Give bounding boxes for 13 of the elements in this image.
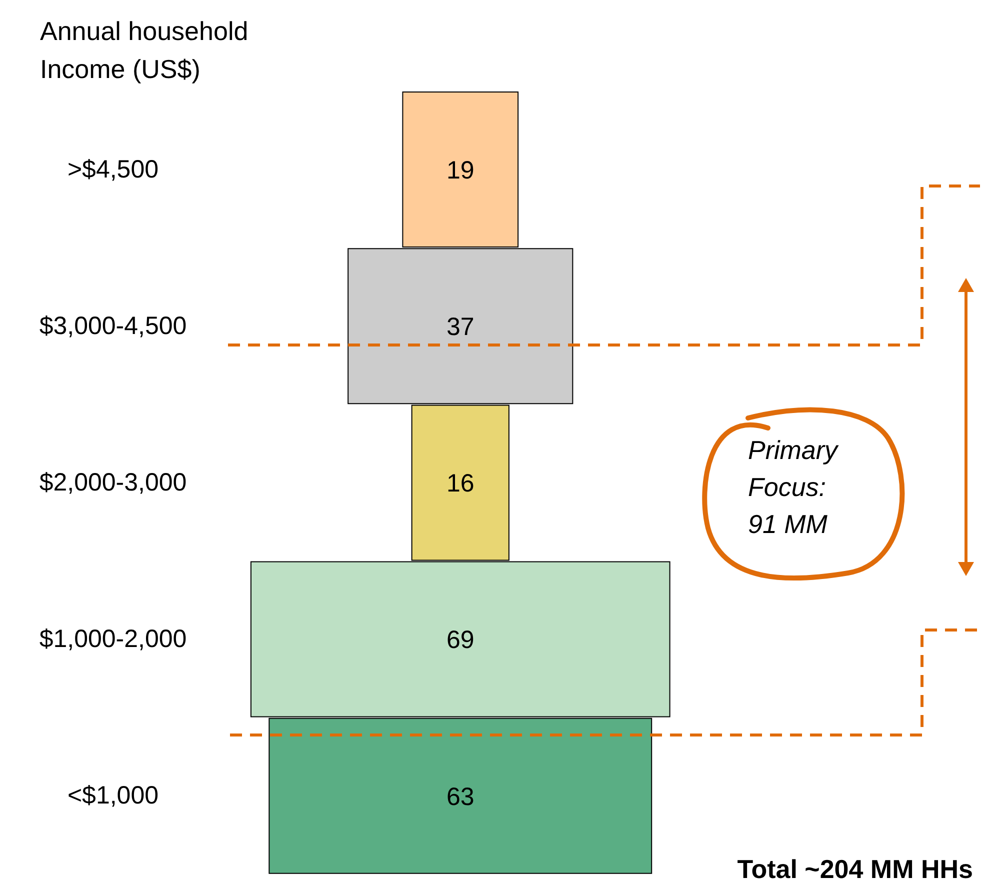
data-label: 37 [446, 312, 474, 341]
data-label: 69 [446, 626, 474, 654]
data-label: 63 [446, 782, 474, 811]
text: Total ~204 MM HHs [737, 854, 973, 884]
category-label: $3,000-4,500 [39, 312, 187, 340]
category-label: <$1,000 [67, 782, 159, 810]
category-label: >$4,500 [67, 155, 159, 184]
data-label: 19 [446, 156, 474, 184]
data-label: 16 [446, 470, 474, 498]
category-label: $1,000-2,000 [39, 625, 187, 654]
text: Primary Focus: 91 MM [748, 434, 840, 541]
category-label: $2,000-3,000 [39, 468, 187, 496]
text: Annual household Income (US$) [40, 15, 250, 86]
